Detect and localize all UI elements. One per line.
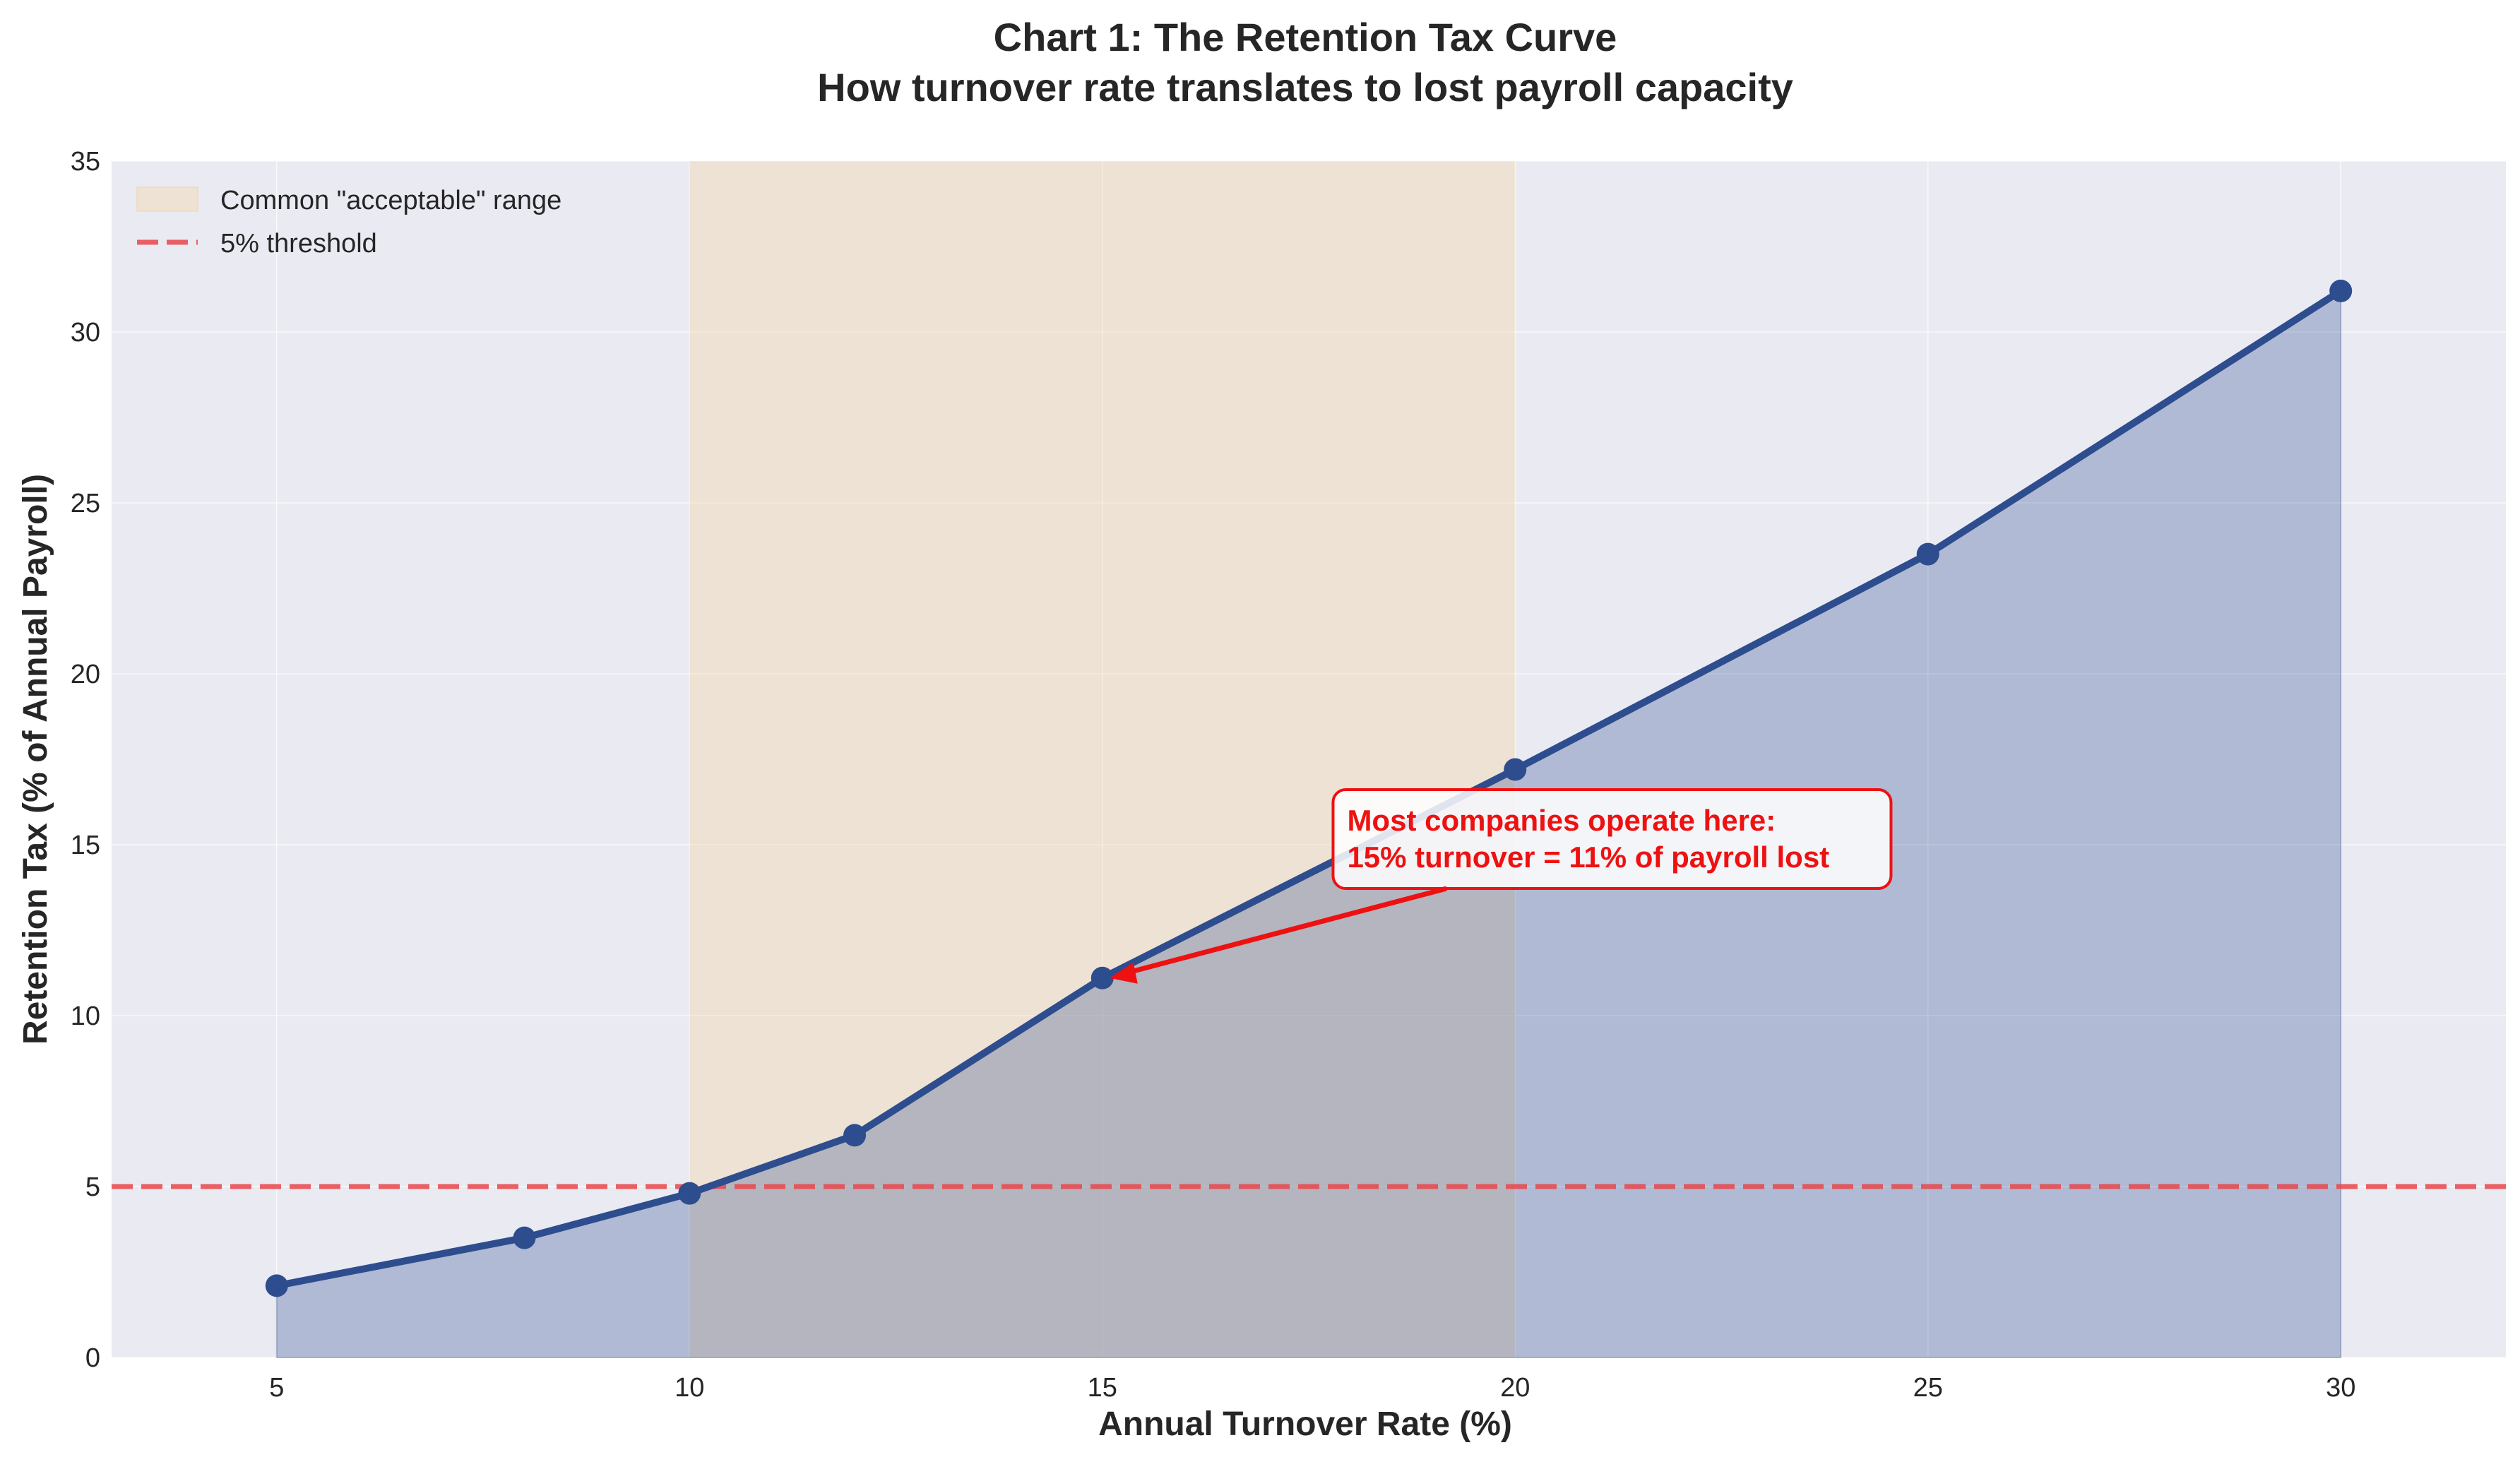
y-tick-label: 35 (71, 147, 100, 177)
y-tick-label: 0 (85, 1343, 100, 1373)
data-point (1916, 542, 1939, 566)
legend-label-range: Common "acceptable" range (220, 186, 561, 215)
plot-area: 5 10 15 20 25 30 0 5 10 15 20 25 30 35 Most companies … (71, 147, 2506, 1403)
data-point (843, 1124, 867, 1147)
y-axis-label: Retention Tax (% of Annual Payroll) (17, 474, 54, 1045)
acceptable-range-band (689, 161, 1516, 1357)
x-tick-label: 5 (269, 1373, 284, 1403)
data-point (513, 1226, 536, 1249)
y-tick-label: 10 (71, 1002, 100, 1031)
legend-label-threshold: 5% threshold (220, 229, 377, 258)
annotation-text: 15% turnover = 11% of payroll lost (1347, 840, 1829, 874)
annotation-arrow (1117, 886, 1447, 978)
chart-title: Chart 1: The Retention Tax Curve (994, 15, 1617, 59)
data-point (265, 1274, 288, 1297)
legend-swatch-range (136, 186, 198, 212)
plot-background (112, 161, 2506, 1357)
y-tick-label: 20 (71, 660, 100, 689)
legend: Common "acceptable" range 5% threshold (136, 186, 561, 258)
x-tick-label: 30 (2326, 1373, 2355, 1403)
data-point (1090, 966, 1114, 989)
x-tick-label: 10 (674, 1373, 704, 1403)
x-tick-label: 15 (1088, 1373, 1117, 1403)
y-tick-label: 5 (85, 1172, 100, 1202)
x-tick-label: 25 (1913, 1373, 1943, 1403)
x-tick-label: 20 (1500, 1373, 1530, 1403)
y-tick-label: 25 (71, 489, 100, 518)
annotation-arrowhead (1109, 962, 1138, 984)
x-axis-label: Annual Turnover Rate (%) (1098, 1405, 1512, 1443)
data-point (1504, 758, 1527, 781)
series-line (273, 287, 2345, 1290)
y-tick-label: 30 (71, 318, 100, 347)
annotation-text: Most companies operate here: (1347, 804, 1776, 837)
data-point (2329, 279, 2353, 302)
y-tick-label: 15 (71, 831, 100, 860)
chart-subtitle: How turnover rate translates to lost pay… (817, 65, 1793, 109)
annotation-box (1331, 788, 1893, 890)
data-point (678, 1182, 701, 1205)
